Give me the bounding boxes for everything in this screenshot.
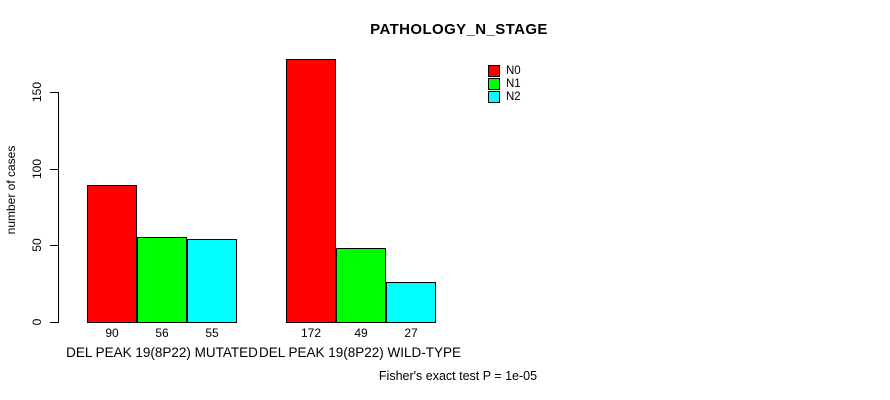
bar-value-label: 55 bbox=[205, 326, 219, 340]
chart-title: PATHOLOGY_N_STAGE bbox=[370, 21, 548, 38]
legend-label: N2 bbox=[506, 91, 521, 104]
bar-mutated-n0 bbox=[87, 185, 137, 323]
legend-entry-n1: N1 bbox=[488, 77, 521, 91]
y-tick-mark bbox=[50, 92, 59, 93]
bar-mutated-n1 bbox=[137, 237, 187, 323]
y-tick-mark bbox=[50, 322, 59, 323]
legend-label: N0 bbox=[506, 64, 521, 77]
y-axis-line bbox=[58, 92, 59, 323]
y-tick-label: 0 bbox=[30, 318, 44, 326]
bar-wildtype-n2 bbox=[386, 282, 436, 323]
legend-swatch-n1 bbox=[488, 78, 500, 91]
y-tick-mark bbox=[50, 245, 59, 246]
legend-swatch-n0 bbox=[488, 64, 500, 77]
bar-value-label: 172 bbox=[300, 326, 322, 340]
bar-value-label: 27 bbox=[404, 326, 418, 340]
y-tick-mark bbox=[50, 169, 59, 170]
bar-mutated-n2 bbox=[187, 239, 237, 323]
bar-value-label: 90 bbox=[105, 326, 119, 340]
legend-entry-n2: N2 bbox=[488, 91, 521, 104]
bar-value-label: 56 bbox=[155, 326, 169, 340]
legend-swatch-n2 bbox=[488, 91, 500, 104]
legend-entry-n0: N0 bbox=[488, 64, 521, 77]
y-axis-label: number of cases bbox=[4, 145, 18, 235]
legend-label: N1 bbox=[506, 78, 521, 91]
legend: N0 N1 N2 bbox=[488, 64, 521, 104]
y-tick-label: 50 bbox=[30, 238, 44, 252]
x-category-label-mutated: DEL PEAK 19(8P22) MUTATED bbox=[66, 345, 258, 360]
y-tick-label: 100 bbox=[30, 158, 44, 180]
stat-test-footnote: Fisher's exact test P = 1e-05 bbox=[378, 369, 538, 383]
bar-value-label: 49 bbox=[354, 326, 368, 340]
y-tick-label: 150 bbox=[30, 81, 44, 103]
bar-wildtype-n1 bbox=[336, 248, 386, 323]
bar-wildtype-n0 bbox=[286, 59, 336, 323]
x-category-label-wildtype: DEL PEAK 19(8P22) WILD-TYPE bbox=[258, 345, 462, 360]
